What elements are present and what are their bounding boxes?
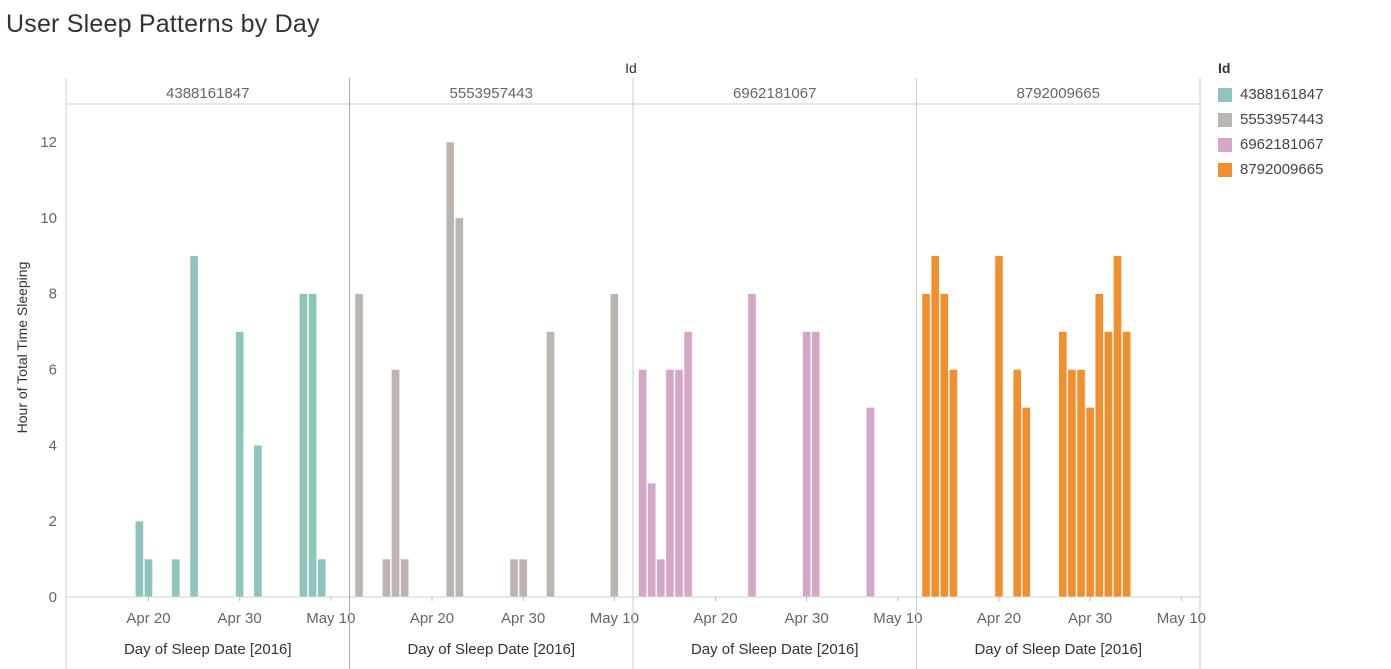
panel-header: 8792009665 bbox=[1017, 85, 1100, 102]
bar-4388161847-2016-04-20 bbox=[144, 558, 153, 598]
legend-swatch bbox=[1218, 137, 1232, 152]
legend-items: 4388161847 5553957443 6962181067 8792009665 bbox=[1218, 82, 1323, 182]
bar-8792009665-2016-04-22 bbox=[1012, 369, 1022, 598]
legend-item[interactable]: 6962181067 bbox=[1218, 132, 1323, 157]
bar-4388161847-2016-04-30 bbox=[235, 331, 245, 598]
y-tick-label: 12 bbox=[40, 134, 57, 151]
facet-header-label: Id bbox=[625, 60, 637, 76]
legend-label: 4388161847 bbox=[1240, 86, 1324, 103]
legend-item[interactable]: 8792009665 bbox=[1218, 157, 1323, 182]
x-tick-label: Apr 20 bbox=[977, 610, 1021, 627]
bar-4388161847-2016-05-09 bbox=[317, 558, 327, 598]
bar-6962181067-2016-04-30 bbox=[802, 331, 812, 598]
x-tick-label: Apr 30 bbox=[1068, 610, 1112, 627]
chart-title: User Sleep Patterns by Day bbox=[6, 10, 320, 38]
x-tick-label: Apr 20 bbox=[126, 610, 170, 627]
bar-8792009665-2016-04-30 bbox=[1085, 407, 1095, 598]
bar-5553957443-2016-04-29 bbox=[509, 558, 519, 598]
bar-5553957443-2016-04-30 bbox=[518, 558, 528, 598]
bar-4388161847-2016-05-02 bbox=[253, 445, 263, 598]
bar-8792009665-2016-04-23 bbox=[1021, 407, 1031, 598]
panel-header: 5553957443 bbox=[450, 85, 533, 102]
bar-8792009665-2016-04-13 bbox=[930, 255, 940, 598]
legend-title: Id bbox=[1218, 60, 1231, 76]
bar-8792009665-2016-04-28 bbox=[1067, 369, 1077, 598]
legend-label: 6962181067 bbox=[1240, 136, 1324, 153]
x-tick-label: May 10 bbox=[873, 610, 922, 627]
bar-5553957443-2016-04-15 bbox=[382, 558, 391, 598]
bar-4388161847-2016-04-23 bbox=[171, 558, 181, 598]
bar-8792009665-2016-05-03 bbox=[1113, 255, 1122, 598]
bar-6962181067-2016-04-17 bbox=[683, 331, 693, 598]
bar-5553957443-2016-05-03 bbox=[546, 331, 555, 598]
x-tick-label: May 10 bbox=[590, 610, 639, 627]
legend-item[interactable]: 5553957443 bbox=[1218, 107, 1323, 132]
bar-6962181067-2016-04-16 bbox=[674, 369, 684, 598]
panel-header: 6962181067 bbox=[733, 85, 816, 102]
bar-6962181067-2016-05-01 bbox=[811, 331, 821, 598]
legend: Id 4388161847 5553957443 6962181067 8792009… bbox=[1218, 60, 1323, 182]
x-tick-label: May 10 bbox=[306, 610, 355, 627]
y-axis-title: Hour of Total Time Sleeping bbox=[14, 262, 30, 434]
x-tick-label: May 10 bbox=[1157, 610, 1206, 627]
bar-4388161847-2016-04-25 bbox=[189, 255, 199, 598]
bar-8792009665-2016-04-27 bbox=[1058, 331, 1068, 598]
bar-8792009665-2016-05-01 bbox=[1094, 293, 1104, 598]
x-tick-label: Apr 30 bbox=[785, 610, 829, 627]
y-tick-label: 4 bbox=[49, 437, 57, 454]
bar-5553957443-2016-04-22 bbox=[445, 141, 455, 598]
legend-swatch bbox=[1218, 112, 1232, 127]
y-tick-label: 2 bbox=[49, 513, 57, 530]
bar-4388161847-2016-04-19 bbox=[135, 520, 144, 598]
bar-4388161847-2016-05-08 bbox=[308, 293, 317, 598]
x-axis-title: Day of Sleep Date [2016] bbox=[124, 641, 292, 658]
x-tick-label: Apr 30 bbox=[218, 610, 262, 627]
bar-8792009665-2016-04-29 bbox=[1076, 369, 1086, 598]
bar-5553957443-2016-04-17 bbox=[400, 558, 410, 598]
bar-8792009665-2016-05-02 bbox=[1104, 331, 1113, 598]
panel-header: 4388161847 bbox=[166, 85, 249, 102]
legend-swatch bbox=[1218, 87, 1232, 102]
y-tick-label: 0 bbox=[49, 589, 57, 606]
bar-6962181067-2016-04-15 bbox=[665, 369, 675, 598]
bar-8792009665-2016-04-15 bbox=[949, 369, 958, 598]
x-tick-label: Apr 20 bbox=[410, 610, 454, 627]
bar-5553957443-2016-05-10 bbox=[609, 293, 619, 598]
bar-8792009665-2016-04-20 bbox=[994, 255, 1004, 598]
x-axis-title: Day of Sleep Date [2016] bbox=[407, 641, 575, 658]
bar-5553957443-2016-04-23 bbox=[454, 217, 464, 598]
bar-8792009665-2016-04-14 bbox=[939, 293, 949, 598]
bar-8792009665-2016-05-04 bbox=[1122, 331, 1131, 598]
legend-label: 5553957443 bbox=[1240, 111, 1324, 128]
bar-5553957443-2016-04-12 bbox=[354, 293, 364, 598]
bar-5553957443-2016-04-16 bbox=[391, 369, 400, 598]
y-tick-label: 6 bbox=[49, 362, 57, 379]
x-tick-label: Apr 20 bbox=[693, 610, 737, 627]
y-tick-label: 10 bbox=[40, 210, 57, 227]
bar-6962181067-2016-04-14 bbox=[656, 558, 666, 598]
bar-6962181067-2016-04-13 bbox=[647, 482, 657, 598]
bar-6962181067-2016-05-07 bbox=[866, 407, 875, 598]
bar-6962181067-2016-04-12 bbox=[638, 369, 647, 598]
bar-4388161847-2016-05-07 bbox=[299, 293, 308, 598]
legend-item[interactable]: 4388161847 bbox=[1218, 82, 1323, 107]
bar-6962181067-2016-04-24 bbox=[747, 293, 757, 598]
bar-8792009665-2016-04-12 bbox=[921, 293, 931, 598]
x-tick-label: Apr 30 bbox=[501, 610, 545, 627]
legend-swatch bbox=[1218, 162, 1232, 177]
y-tick-label: 8 bbox=[49, 286, 57, 303]
legend-label: 8792009665 bbox=[1240, 161, 1324, 178]
x-axis-title: Day of Sleep Date [2016] bbox=[691, 641, 859, 658]
x-axis-title: Day of Sleep Date [2016] bbox=[974, 641, 1142, 658]
